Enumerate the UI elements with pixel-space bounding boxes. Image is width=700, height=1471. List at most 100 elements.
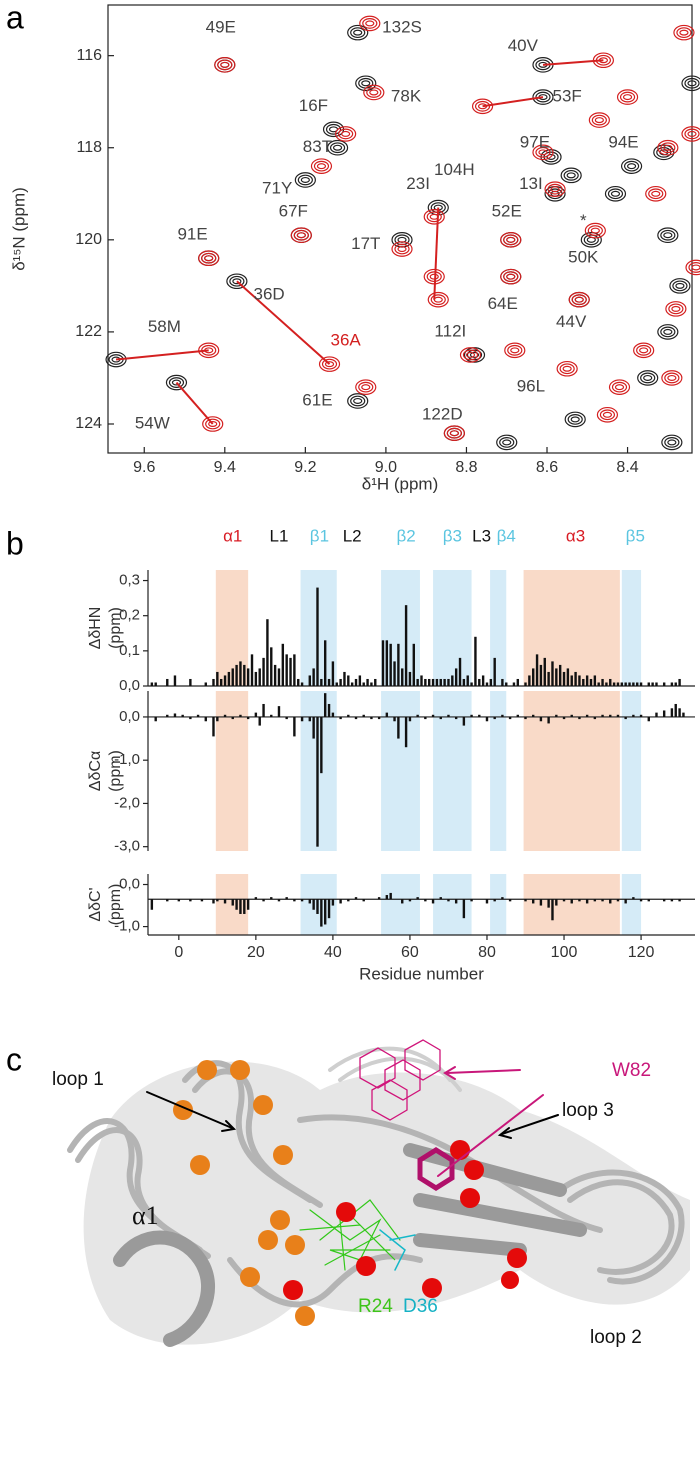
bar [316, 899, 319, 914]
bar [647, 716, 650, 722]
bar [570, 675, 573, 686]
bar [547, 671, 550, 686]
contour [663, 328, 673, 335]
peak [673, 24, 695, 41]
contour [504, 342, 526, 359]
peak-label: 17T [351, 234, 380, 253]
bar [655, 682, 658, 686]
bar [246, 899, 250, 910]
structure-label: β5 [626, 526, 645, 545]
peak [657, 227, 679, 244]
contour [668, 303, 684, 315]
peak-label: 122D [422, 404, 463, 423]
contour [594, 117, 604, 124]
peak [588, 112, 610, 128]
bar [601, 714, 604, 717]
bar [674, 682, 677, 686]
bar [439, 897, 442, 900]
bar [624, 682, 627, 686]
peak-label: 64E [488, 294, 518, 313]
peak [665, 301, 687, 317]
bar [551, 661, 554, 686]
contour [564, 411, 586, 428]
contour [544, 181, 566, 197]
bar [647, 682, 650, 686]
structure-shade [215, 570, 249, 686]
bar [470, 682, 473, 686]
bar [682, 712, 685, 717]
structure-label: R24 [358, 1296, 393, 1317]
peak-label: 52E [492, 202, 522, 221]
bar [670, 899, 674, 902]
contour [226, 273, 248, 290]
bar [555, 714, 558, 717]
structure-shade [621, 570, 642, 686]
bar [462, 899, 466, 919]
bar [204, 716, 207, 722]
contour [443, 425, 465, 442]
bar [227, 671, 231, 686]
bar [374, 678, 377, 686]
bar [574, 671, 577, 686]
contour [681, 75, 700, 92]
x-tick-label: 40 [324, 944, 342, 961]
bar [489, 678, 493, 686]
bar [678, 708, 681, 717]
contour [229, 275, 245, 287]
bar [243, 664, 246, 686]
bar [339, 899, 342, 904]
structure-shade [523, 691, 620, 851]
contour [599, 409, 616, 421]
bar [474, 636, 477, 686]
bar [470, 899, 473, 902]
peak [214, 57, 236, 73]
contour [571, 294, 587, 306]
contour [671, 305, 681, 312]
contour [614, 384, 625, 391]
bar [624, 899, 627, 904]
bar [189, 678, 192, 686]
contour [587, 225, 603, 237]
bar [478, 714, 481, 717]
contour [310, 158, 333, 174]
bar [639, 682, 643, 686]
shift-line [542, 59, 604, 66]
bar [647, 899, 650, 902]
bar [636, 682, 639, 686]
bar [293, 654, 296, 686]
bar [662, 899, 666, 902]
peak [355, 75, 377, 92]
bar [343, 671, 346, 686]
contour [332, 144, 343, 151]
bar [678, 899, 681, 902]
bar [501, 678, 504, 686]
contour [427, 291, 449, 308]
peak-label: 104H [434, 160, 475, 179]
contour [459, 347, 482, 363]
bar [223, 675, 227, 686]
structure-label: loop 1 [52, 1069, 104, 1090]
peak-label: 94E [608, 133, 638, 152]
bar [447, 678, 450, 686]
x-axis-label: δ¹H (ppm) [362, 474, 439, 493]
bar [454, 716, 458, 720]
peak [645, 185, 667, 202]
structure-label: W82 [612, 1060, 651, 1081]
bar [285, 654, 288, 686]
structure-label: α1 [223, 526, 242, 545]
structure-shade [381, 691, 420, 851]
contour [506, 236, 516, 243]
peak-label: 36A [331, 331, 362, 350]
contour [633, 342, 655, 359]
bar [254, 712, 258, 717]
bar [639, 899, 643, 902]
x-tick-label: 8.8 [455, 459, 477, 476]
contour [665, 301, 687, 317]
bar [300, 716, 304, 722]
contour [672, 280, 688, 292]
structure-label: β4 [497, 526, 516, 545]
bar [281, 643, 285, 686]
peak [504, 342, 526, 359]
bar [150, 899, 154, 910]
peak-label: 97E [520, 133, 550, 152]
